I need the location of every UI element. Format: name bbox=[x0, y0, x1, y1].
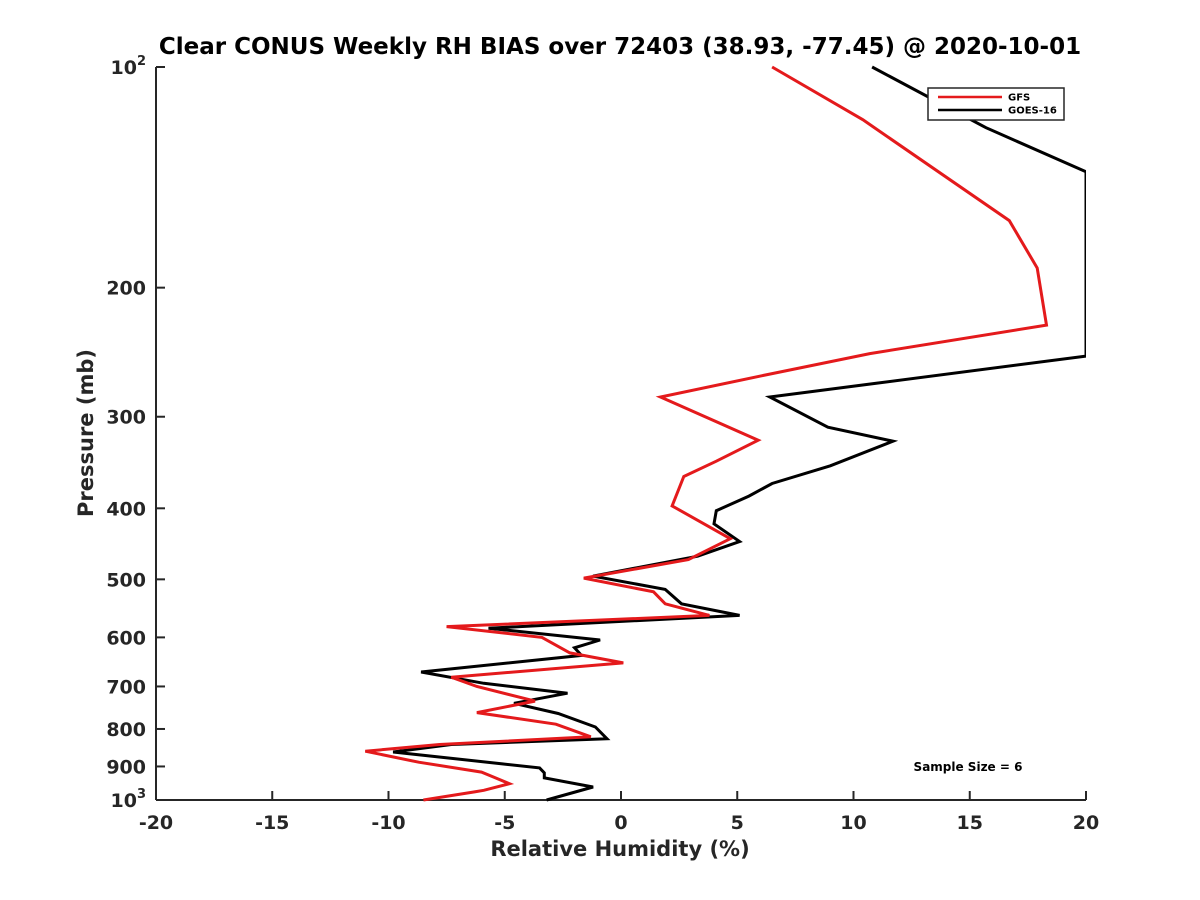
y-axis-label: Pressure (mb) bbox=[74, 349, 98, 517]
axes: -20 -15 -10 -5 0 5 10 15 20 102 200 300 400 500 600 700… bbox=[106, 54, 1099, 834]
y-tick-label: 600 bbox=[106, 627, 146, 649]
y-tick-label: 102 bbox=[111, 54, 147, 79]
y-tick-label: 200 bbox=[106, 278, 146, 300]
legend: GFS GOES-16 bbox=[927, 87, 1065, 121]
x-tick-label: 0 bbox=[614, 812, 627, 834]
y-tick-label: 900 bbox=[106, 756, 146, 778]
chart-title: Clear CONUS Weekly RH BIAS over 72403 (3… bbox=[159, 34, 1081, 60]
x-tick-label: 10 bbox=[840, 812, 866, 834]
x-tick-label: -5 bbox=[494, 812, 515, 834]
sample-size-annotation: Sample Size = 6 bbox=[914, 760, 1023, 774]
y-tick-label: 500 bbox=[106, 569, 146, 591]
plot-area bbox=[364, 65, 1086, 802]
legend-box bbox=[927, 87, 1065, 121]
y-tick-label: 103 bbox=[111, 787, 147, 812]
x-tick-label: 5 bbox=[731, 812, 744, 834]
legend-label-gfs: GFS bbox=[1008, 93, 1030, 104]
x-tick-label: -20 bbox=[139, 812, 173, 834]
series-line-gfs bbox=[364, 65, 1049, 802]
legend-label-goes-16: GOES-16 bbox=[1008, 106, 1057, 117]
x-tick-label: 20 bbox=[1073, 812, 1099, 834]
x-tick-label: 15 bbox=[957, 812, 983, 834]
x-axis-label: Relative Humidity (%) bbox=[490, 837, 749, 861]
x-tick-label: -15 bbox=[255, 812, 289, 834]
y-tick-label: 400 bbox=[106, 498, 146, 520]
y-tick-label: 300 bbox=[106, 407, 146, 429]
y-tick-label: 800 bbox=[106, 719, 146, 741]
y-tick-label: 700 bbox=[106, 676, 146, 698]
x-tick-label: -10 bbox=[371, 812, 405, 834]
plot-lines bbox=[364, 65, 1086, 802]
